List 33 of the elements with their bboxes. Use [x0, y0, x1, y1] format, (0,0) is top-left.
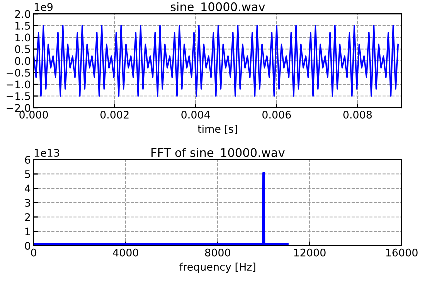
y-tick-label: −1.0: [6, 80, 30, 89]
y-tick-label: 1.5: [16, 22, 30, 30]
x-tick-label: 0: [31, 248, 37, 257]
line-series: [34, 25, 400, 97]
y-tick-label: −1.5: [6, 92, 30, 100]
x-tick-label: 0.004: [182, 110, 210, 119]
text: 1e13: [35, 149, 60, 158]
x-axis-title: time [s]: [198, 125, 238, 134]
y-tick-label: 4: [25, 184, 31, 193]
y-tick-label: 2.0: [15, 10, 30, 18]
y-tick-label: −0.5: [6, 69, 30, 77]
x-axis-title: frequency [Hz]: [180, 262, 256, 274]
x-tick-label: 4000: [113, 248, 138, 257]
chart-title: FFT of sine_10000.wav: [152, 148, 285, 160]
y-tick-label: 0.5: [15, 46, 30, 54]
x-tick-label: 12000: [294, 248, 326, 257]
x-tick-label: 0.006: [262, 110, 292, 119]
x-tick-label: 0.002: [100, 110, 129, 119]
x-tick-label: 0.008: [344, 110, 372, 119]
y-tick-label: 3: [25, 199, 30, 208]
x-tick-label: 0.000: [20, 110, 48, 119]
y-tick-label: 0.0: [15, 57, 30, 66]
chart-title: sine_10000.wav: [170, 2, 266, 14]
y-tick-label: 2: [25, 213, 30, 222]
text: 1e9: [35, 3, 53, 12]
y-tick-label: 6: [25, 156, 30, 164]
x-tick-label: 16000: [386, 248, 418, 257]
y-tick-label: 1.0: [16, 34, 30, 42]
y-tick-label: −2.0: [6, 104, 30, 112]
y-tick-label: 1: [26, 228, 30, 236]
x-tick-label: 8000: [205, 248, 230, 257]
y-tick-label: 5: [25, 170, 30, 178]
y-tick-label: 0: [25, 242, 30, 250]
